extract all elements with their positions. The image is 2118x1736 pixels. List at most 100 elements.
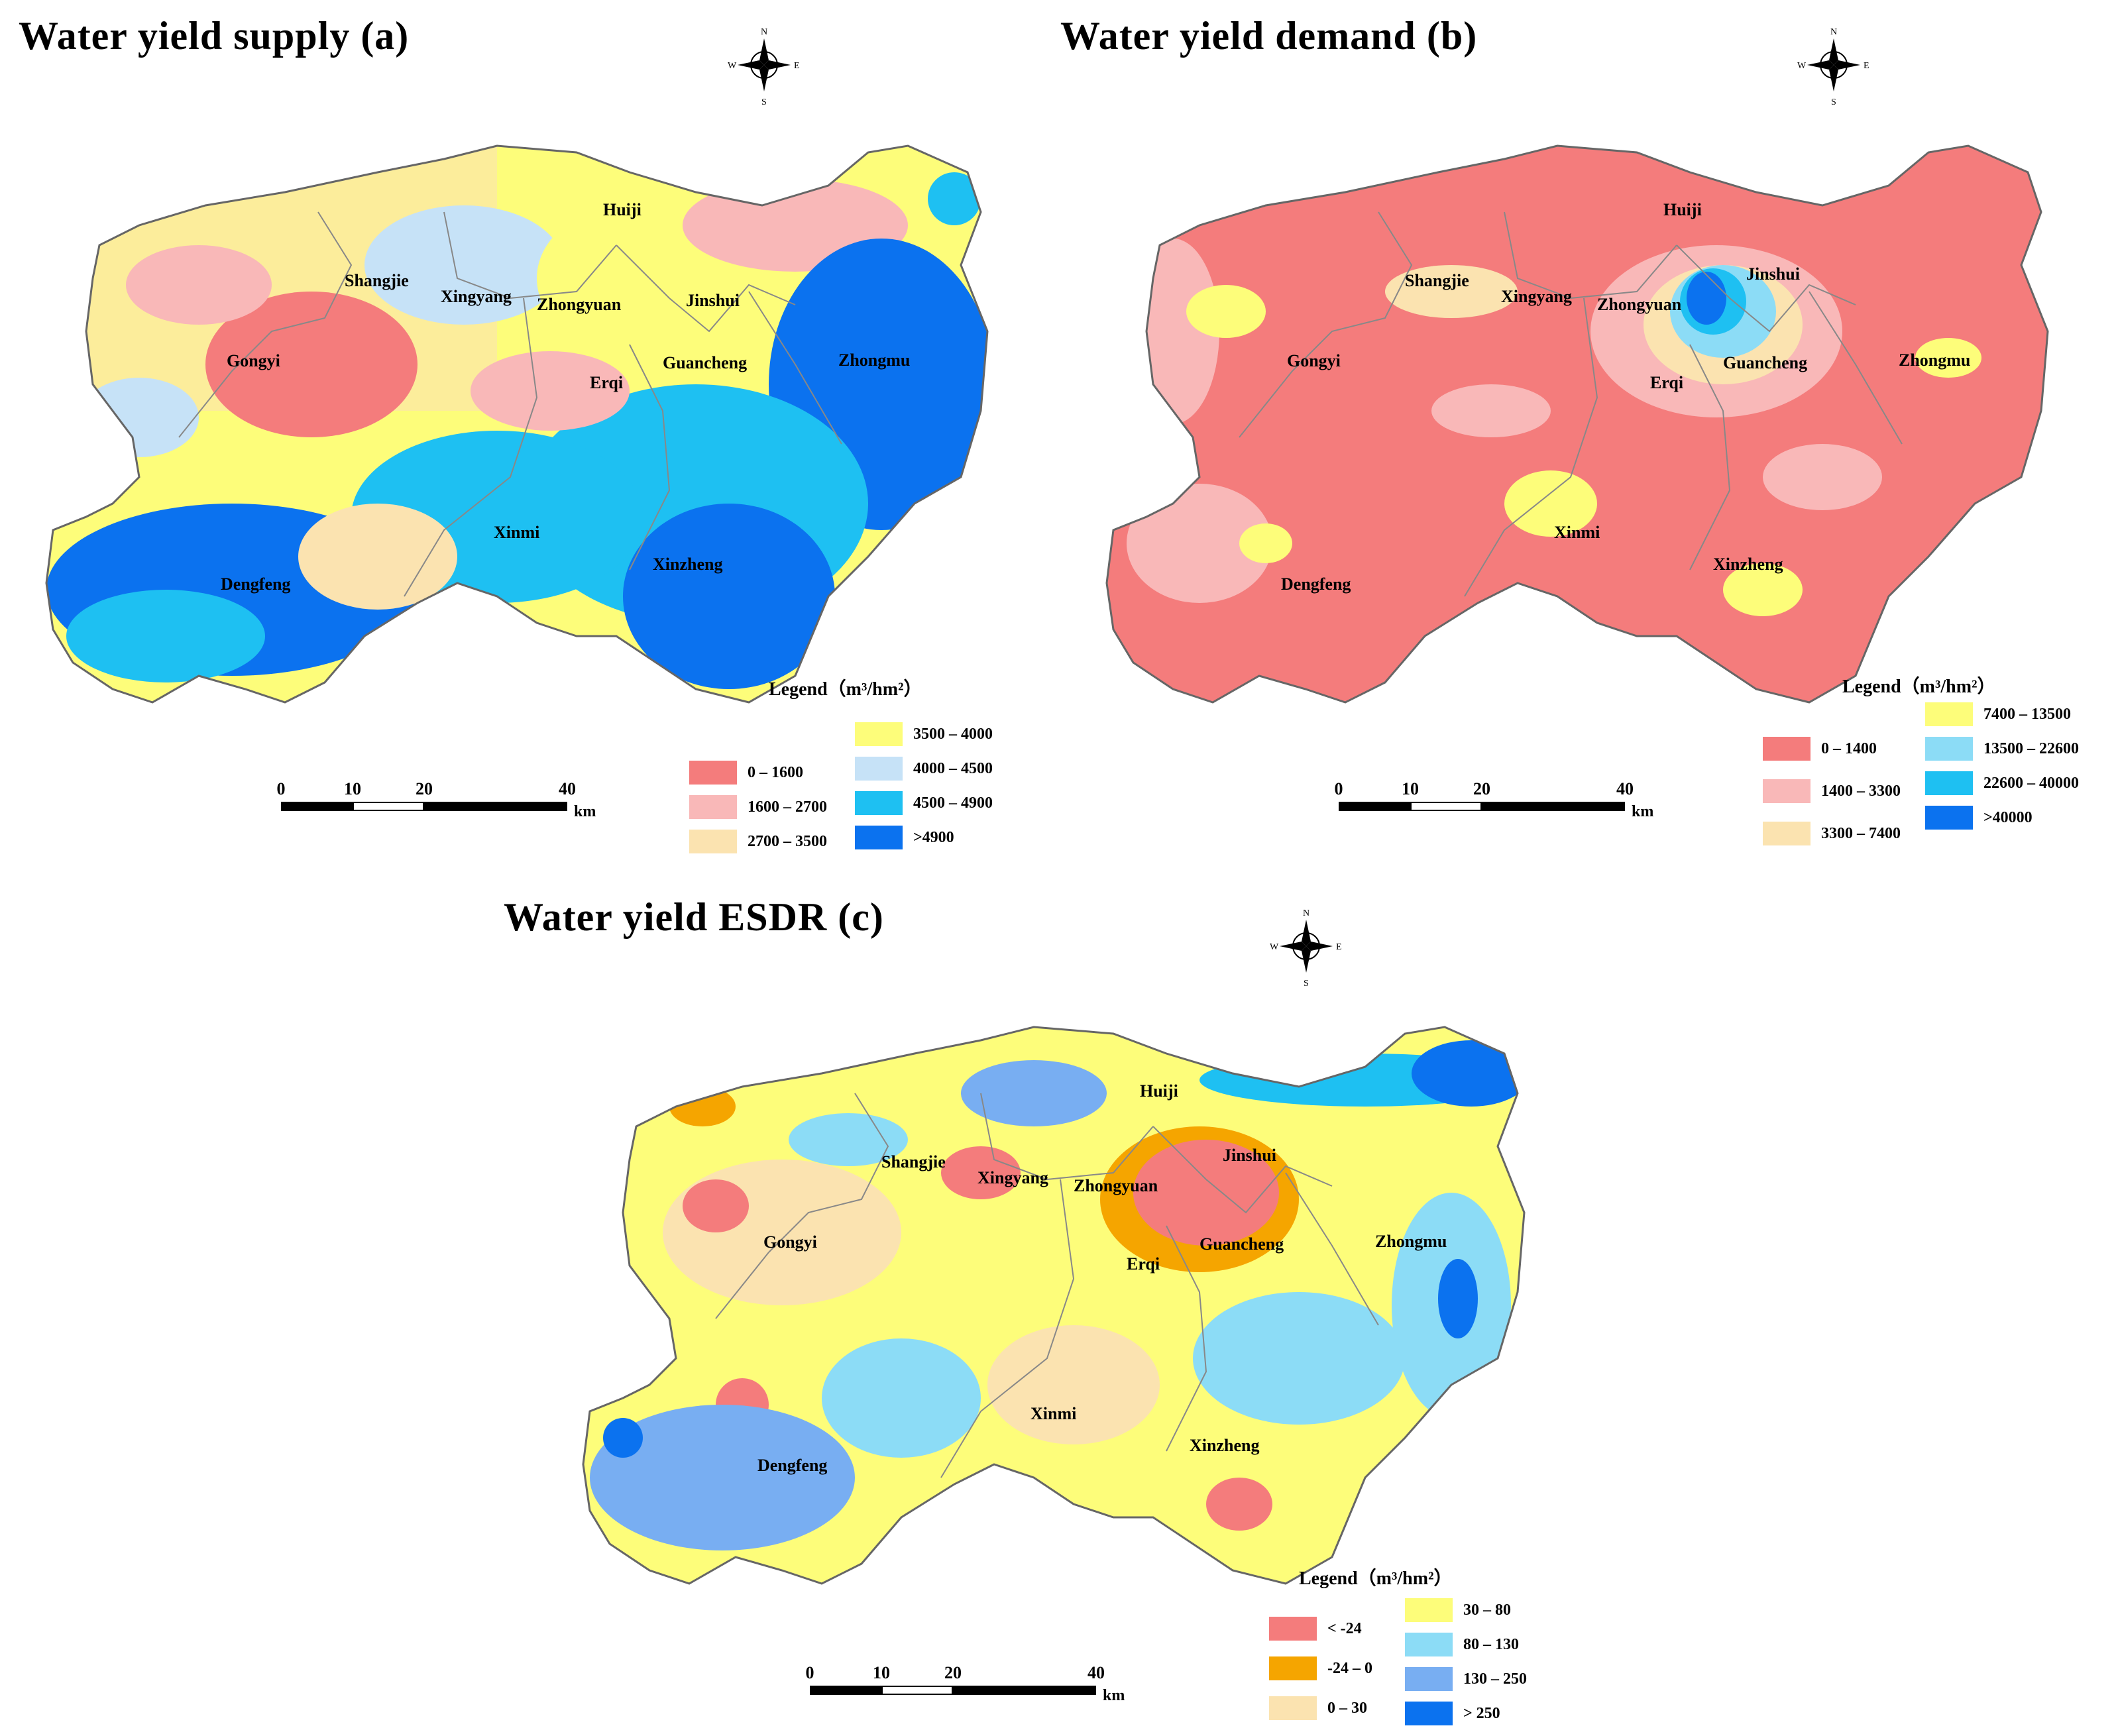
scale-tick: 10 xyxy=(873,1663,890,1682)
scale-tick: 40 xyxy=(559,779,576,798)
district-label: Zhongmu xyxy=(1899,351,1970,370)
legend-item-b-0: 0 – 1400 xyxy=(1763,737,1877,761)
compass-e: E xyxy=(1336,942,1342,952)
legend-label: 2700 – 3500 xyxy=(748,832,827,850)
legend-swatch xyxy=(1925,702,1973,726)
legend-swatch xyxy=(1269,1656,1317,1680)
district-label: Dengfeng xyxy=(1281,574,1351,594)
legend-swatch xyxy=(689,795,737,819)
legend-label: 3500 – 4000 xyxy=(913,725,993,743)
district-label: Erqi xyxy=(1127,1254,1160,1274)
panel-c-title: Water yield ESDR (c) xyxy=(504,895,884,939)
legend-swatch xyxy=(1763,822,1811,845)
scale-tick: 0 xyxy=(276,779,286,798)
scale-unit: km xyxy=(1632,803,1654,820)
panel-a-title: Water yield supply (a) xyxy=(19,14,410,58)
legend-label: -24 – 0 xyxy=(1327,1659,1372,1677)
district-label: Erqi xyxy=(1650,373,1683,392)
scale-segment xyxy=(1339,802,1410,811)
legend-swatch xyxy=(689,761,737,785)
district-label: Xinmi xyxy=(494,523,539,542)
legend-label: 22600 – 40000 xyxy=(1983,774,2079,792)
scale-segment xyxy=(353,802,424,811)
compass-n: N xyxy=(761,27,767,37)
legend-item-a-4: 4000 – 4500 xyxy=(855,757,993,781)
legend-swatch xyxy=(855,757,903,781)
scale-tick: 20 xyxy=(944,1663,962,1682)
legend-item-a-2: 2700 – 3500 xyxy=(689,830,827,853)
district-label: Gongyi xyxy=(763,1232,817,1252)
compass-s: S xyxy=(761,97,767,107)
legend-swatch xyxy=(689,830,737,853)
map-panel-a: Huiji Shangjie Xingyang Zhongyuan Jinshu… xyxy=(45,144,989,704)
district-label: Guancheng xyxy=(1199,1234,1284,1254)
scale-segment xyxy=(810,1686,881,1695)
legend-item-c-2: 0 – 30 xyxy=(1269,1696,1367,1720)
legend-item-c-6: > 250 xyxy=(1405,1702,1500,1725)
legend-swatch xyxy=(1269,1696,1317,1720)
legend-item-b-5: 22600 – 40000 xyxy=(1925,771,2079,795)
compass-n: N xyxy=(1830,27,1837,37)
scale-tick: 20 xyxy=(416,779,433,798)
legend-item-a-0: 0 – 1600 xyxy=(689,761,803,785)
compass-icon: N S E W xyxy=(728,27,800,107)
scale-tick: 40 xyxy=(1087,1663,1105,1682)
district-label: Xingyang xyxy=(977,1168,1048,1187)
legend-item-c-4: 80 – 130 xyxy=(1405,1633,1519,1656)
compass-e: E xyxy=(1864,61,1869,71)
scale-tick: 20 xyxy=(1473,779,1490,798)
legend-swatch xyxy=(1405,1633,1453,1656)
legend-label: 4000 – 4500 xyxy=(913,759,993,777)
legend-title-b: Legend（m³/hm²） xyxy=(1842,677,1996,697)
district-label: Huiji xyxy=(603,200,641,219)
legend-label: 80 – 130 xyxy=(1463,1635,1519,1653)
district-label: Xinmi xyxy=(1554,523,1600,542)
legend-swatch xyxy=(1269,1617,1317,1641)
legend-swatch xyxy=(1405,1667,1453,1691)
legend-item-b-4: 13500 – 22600 xyxy=(1925,737,2079,761)
legend-swatch xyxy=(855,722,903,746)
scale-segment xyxy=(281,802,353,811)
scale-bar-c: 0 10 20 40 km xyxy=(806,1663,1152,1704)
legend-label: > 250 xyxy=(1463,1704,1500,1722)
district-label: Xinmi xyxy=(1031,1404,1076,1423)
district-label: Zhongmu xyxy=(838,351,910,370)
scale-segment xyxy=(1482,802,1625,811)
scale-segment xyxy=(1410,802,1482,811)
legend-label: >40000 xyxy=(1983,808,2033,826)
map-panel-b: Huiji Shangjie Xingyang Zhongyuan Jinshu… xyxy=(1105,144,2049,704)
district-label: Guancheng xyxy=(663,353,747,372)
legend-item-c-1: -24 – 0 xyxy=(1269,1656,1372,1680)
legend-swatch xyxy=(1763,737,1811,761)
legend-swatch xyxy=(855,826,903,849)
legend-item-a-1: 1600 – 2700 xyxy=(689,795,827,819)
legend-item-c-3: 30 – 80 xyxy=(1405,1598,1511,1622)
compass-e: E xyxy=(794,61,800,71)
district-label: Shangjie xyxy=(1405,271,1469,290)
scale-tick: 0 xyxy=(1334,779,1343,798)
legend-swatch xyxy=(1405,1598,1453,1622)
compass-icon: N S E W xyxy=(1797,27,1869,107)
district-label: Dengfeng xyxy=(757,1456,827,1475)
legend-item-a-5: 4500 – 4900 xyxy=(855,791,993,815)
legend-label: 3300 – 7400 xyxy=(1821,824,1901,842)
district-label: Zhongyuan xyxy=(1597,295,1682,314)
legend-label: 7400 – 13500 xyxy=(1983,705,2071,723)
scale-segment xyxy=(424,802,567,811)
district-label: Zhongyuan xyxy=(537,295,622,314)
legend-label: 0 – 1600 xyxy=(748,763,803,781)
scale-tick: 10 xyxy=(1402,779,1419,798)
scale-tick: 40 xyxy=(1616,779,1634,798)
legend-label: 4500 – 4900 xyxy=(913,794,993,812)
compass-w: W xyxy=(1270,942,1279,952)
district-label: Erqi xyxy=(590,373,623,392)
legend-item-a-3: 3500 – 4000 xyxy=(855,722,993,746)
legend-item-b-6: >40000 xyxy=(1925,806,2033,830)
panel-b-title: Water yield demand (b) xyxy=(1060,14,1478,58)
compass-icon: N S E W xyxy=(1270,908,1342,989)
legend-label: 13500 – 22600 xyxy=(1983,739,2079,757)
legend-label: 130 – 250 xyxy=(1463,1670,1527,1688)
legend-item-c-5: 130 – 250 xyxy=(1405,1667,1527,1691)
compass-s: S xyxy=(1304,979,1309,989)
legend-item-a-6: >4900 xyxy=(855,826,954,849)
